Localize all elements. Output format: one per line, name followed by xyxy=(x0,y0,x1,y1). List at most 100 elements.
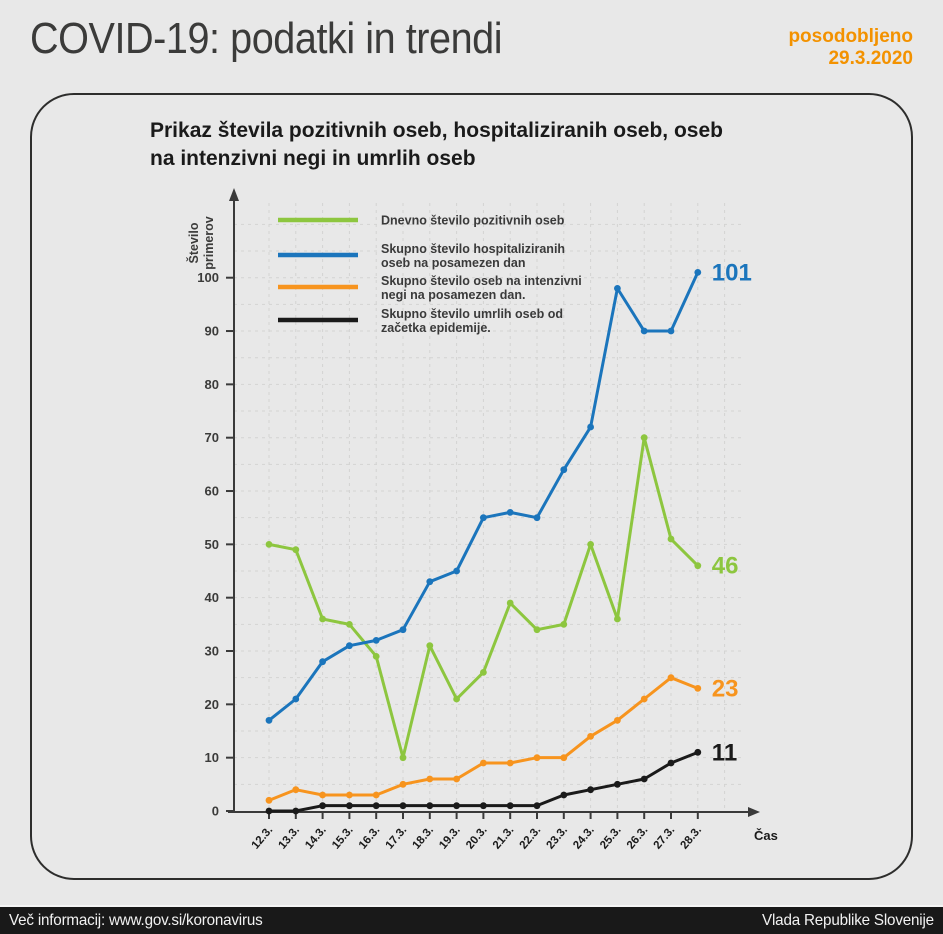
x-tick-label-group: 19.3. xyxy=(437,824,463,851)
data-point xyxy=(346,791,353,799)
data-point xyxy=(480,802,487,810)
y-axis-title-line: Število xyxy=(186,222,201,263)
updated-label: posodobljeno xyxy=(788,26,913,47)
x-tick-label: 23.3. xyxy=(544,824,570,851)
x-axis-arrow-icon xyxy=(748,807,760,817)
data-point xyxy=(453,775,460,783)
data-point xyxy=(265,796,273,804)
data-point xyxy=(694,562,702,570)
data-point xyxy=(319,791,326,799)
y-tick-label: 20 xyxy=(205,697,219,712)
data-point xyxy=(426,802,434,810)
data-point xyxy=(694,268,702,276)
axes xyxy=(228,188,760,817)
x-tick-label-group: 20.3. xyxy=(464,824,490,851)
x-tick-label: 16.3. xyxy=(357,824,383,851)
data-point xyxy=(533,514,541,522)
y-tick-label: 60 xyxy=(205,484,219,499)
data-point xyxy=(614,780,621,788)
legend-item: Dnevno število pozitivnih oseb xyxy=(278,214,565,228)
x-tick-label-group: 18.3. xyxy=(410,824,436,851)
x-tick-label: 13.3. xyxy=(276,824,302,851)
data-point xyxy=(399,802,407,810)
x-tick-label: 20.3. xyxy=(464,824,490,851)
y-tick-group: 0 10 20 30 40 50 60 70 80 90 100 xyxy=(197,270,234,819)
x-tick-label: 17.3. xyxy=(384,824,410,851)
data-point xyxy=(560,466,568,474)
x-tick-label: 27.3. xyxy=(652,824,678,851)
data-point xyxy=(372,791,380,799)
data-point xyxy=(614,615,621,623)
data-point xyxy=(587,423,594,431)
series-end-label: 46 xyxy=(712,553,739,580)
data-point xyxy=(292,695,300,703)
data-point xyxy=(506,759,514,767)
y-tick-label: 0 xyxy=(212,804,219,819)
data-point xyxy=(453,567,460,575)
x-tick-label-group: 28.3. xyxy=(678,824,704,851)
data-point xyxy=(265,540,273,548)
x-tick-label-group: 22.3. xyxy=(518,824,544,851)
data-point xyxy=(560,754,568,762)
data-point xyxy=(292,546,300,554)
data-point xyxy=(614,716,621,724)
x-tick-label-group: 13.3. xyxy=(276,824,302,851)
data-point xyxy=(265,716,273,724)
data-point xyxy=(587,786,594,794)
x-tick-label-group: 25.3. xyxy=(598,824,624,851)
x-tick-label: 22.3. xyxy=(518,824,544,851)
data-point xyxy=(265,807,273,815)
legend-label: začetka epidemije. xyxy=(381,321,491,335)
footer-info-link: Več informacij: www.gov.si/koronavirus xyxy=(9,911,263,929)
x-tick-label-group: 16.3. xyxy=(357,824,383,851)
data-point xyxy=(453,695,460,703)
data-point xyxy=(292,807,300,815)
y-tick-label: 80 xyxy=(205,377,219,392)
x-tick-label-group: 27.3. xyxy=(652,824,678,851)
data-point xyxy=(560,791,568,799)
series-end-label: 23 xyxy=(712,675,739,702)
series-end-label: 11 xyxy=(712,739,737,766)
x-axis-title: Čas xyxy=(754,828,778,843)
legend-label: Skupno število oseb na intenzivni xyxy=(381,274,582,288)
data-point xyxy=(640,695,648,703)
data-point xyxy=(667,327,675,335)
legend-label: Dnevno število pozitivnih oseb xyxy=(381,214,565,228)
data-point xyxy=(533,626,541,634)
series-dnevno: 46 xyxy=(265,434,739,762)
data-point xyxy=(319,802,326,810)
data-point xyxy=(560,620,568,628)
x-tick-label-group: 14.3. xyxy=(303,824,329,851)
chart-grid xyxy=(234,203,744,812)
data-point xyxy=(346,620,353,628)
footer-org-label: Vlada Republike Slovenije xyxy=(762,911,934,929)
data-point xyxy=(667,535,675,543)
x-tick-label-group: 23.3. xyxy=(544,824,570,851)
data-point xyxy=(506,508,514,516)
x-tick-label-group: 12.3. xyxy=(250,824,276,851)
data-point xyxy=(480,759,487,767)
y-axis-arrow-icon xyxy=(229,188,239,201)
data-point xyxy=(346,802,353,810)
data-point xyxy=(533,754,541,762)
footer-bar: Več informacij: www.gov.si/koronavirus V… xyxy=(0,905,943,934)
x-tick-label: 12.3. xyxy=(250,824,276,851)
data-point xyxy=(399,754,407,762)
y-tick-label: 50 xyxy=(205,537,219,552)
y-tick-label: 30 xyxy=(205,644,219,659)
x-tick-label: 18.3. xyxy=(410,824,436,851)
x-tick-label: 24.3. xyxy=(571,824,597,851)
line-chart: 0 10 20 30 40 50 60 70 80 90 100 12.3. 13.3. 14.3. 15.… xyxy=(186,188,778,852)
series-skupno: 101 xyxy=(265,259,752,724)
data-point xyxy=(319,615,326,623)
data-point xyxy=(292,786,300,794)
data-point xyxy=(667,674,675,682)
data-point xyxy=(426,775,434,783)
data-point xyxy=(694,684,702,692)
legend-label: Skupno število hospitaliziranih xyxy=(381,242,565,256)
y-axis-title-line: primerov xyxy=(202,216,216,270)
x-tick-label: 14.3. xyxy=(303,824,329,851)
x-tick-label: 19.3. xyxy=(437,824,463,851)
